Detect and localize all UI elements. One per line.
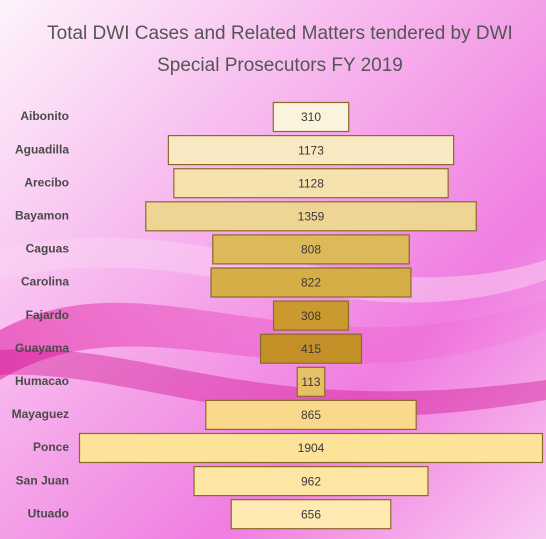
bar [230, 499, 392, 530]
value-label: 808 [301, 243, 321, 257]
category-label: Bayamon [15, 208, 69, 222]
category-label: Aguadilla [15, 142, 69, 156]
category-label: Carolina [21, 275, 69, 289]
category-label: Mayaguez [12, 407, 69, 421]
value-label: 415 [301, 342, 321, 356]
category-label: Humacao [15, 374, 69, 388]
category-label: Caguas [26, 242, 70, 256]
value-label: 656 [301, 507, 321, 521]
category-label: Fajardo [26, 308, 69, 322]
category-label: Guayama [15, 341, 69, 355]
swoosh [0, 349, 546, 417]
bar [205, 399, 417, 430]
bar [272, 101, 350, 133]
bar [167, 135, 455, 166]
value-label: 1173 [298, 143, 324, 157]
category-label: San Juan [16, 473, 69, 487]
category-label: Arecibo [24, 175, 69, 189]
bar [212, 234, 410, 265]
value-label: 1904 [298, 441, 325, 455]
value-label: 1128 [298, 176, 324, 190]
bar [210, 267, 412, 298]
value-label: 962 [301, 474, 321, 488]
value-label: 308 [301, 309, 321, 323]
category-label: Ponce [33, 440, 69, 454]
bar [272, 300, 350, 331]
category-label: Utuado [28, 506, 69, 520]
bar [193, 466, 429, 497]
chart-title: Total DWI Cases and Related Matters tend… [47, 23, 513, 76]
value-label: 1359 [298, 209, 325, 223]
value-label: 865 [301, 408, 321, 422]
value-label: 310 [301, 110, 321, 124]
value-label: 822 [301, 276, 321, 290]
bar [78, 432, 544, 464]
category-label: Aibonito [20, 109, 69, 123]
bar [173, 168, 449, 199]
bar [145, 201, 477, 232]
bar [259, 333, 363, 364]
bar [296, 366, 326, 397]
value-label: 113 [301, 375, 320, 389]
